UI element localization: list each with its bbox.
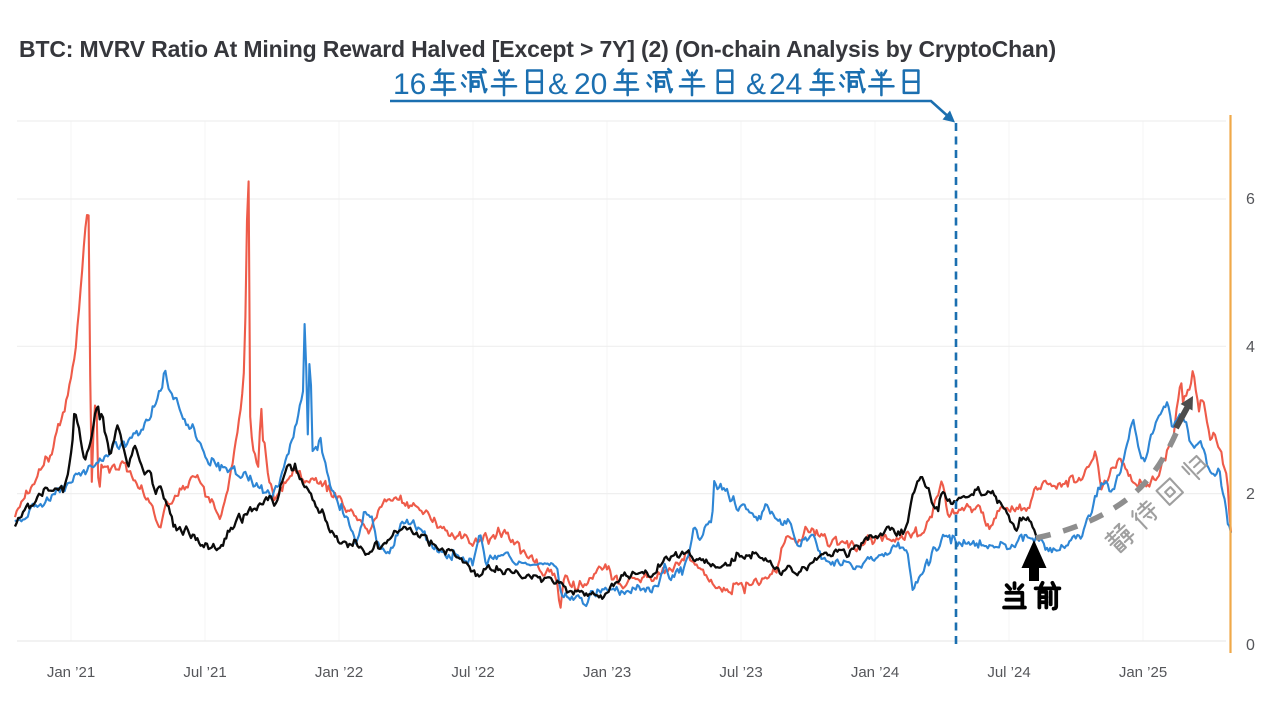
svg-text:Jul ’22: Jul ’22 [451,664,494,681]
svg-text:Jan ’25: Jan ’25 [1119,664,1167,681]
svg-text:Jan ’24: Jan ’24 [851,664,899,681]
svg-text:6: 6 [1246,191,1255,208]
svg-text:24: 24 [769,68,802,101]
svg-text:Jan ’23: Jan ’23 [583,664,631,681]
svg-text:2: 2 [1246,486,1255,503]
svg-text:&: & [746,68,766,101]
svg-text:Jul ’21: Jul ’21 [183,664,226,681]
svg-text:Jul ’23: Jul ’23 [719,664,762,681]
svg-text:Jul ’24: Jul ’24 [987,664,1030,681]
svg-text:4: 4 [1246,339,1255,356]
svg-text:20: 20 [574,68,607,101]
svg-text:BTC: MVRV Ratio At Mining Rewa: BTC: MVRV Ratio At Mining Reward Halved … [19,36,1056,62]
svg-text:Jan ’21: Jan ’21 [47,664,95,681]
svg-text:0: 0 [1246,637,1255,654]
svg-text:Jan ’22: Jan ’22 [315,664,363,681]
svg-text:16: 16 [393,68,426,101]
svg-text:&: & [548,68,568,101]
